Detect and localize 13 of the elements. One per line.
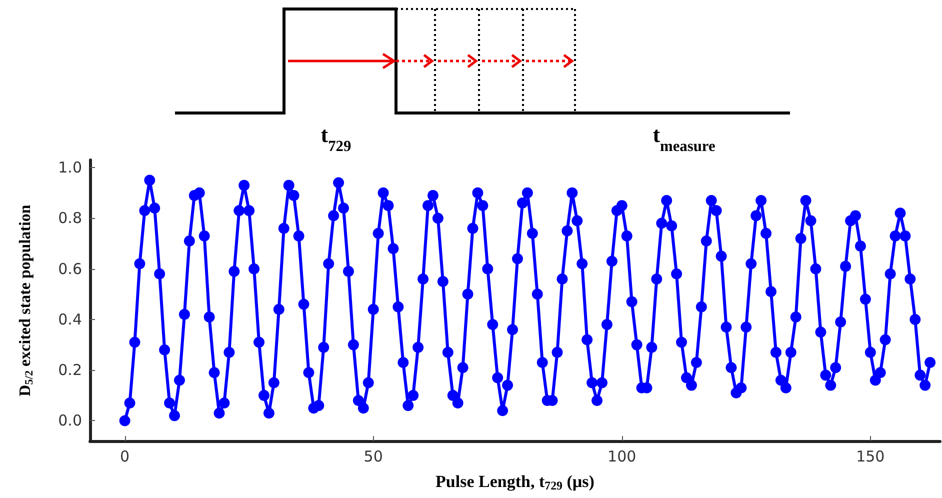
x-tick-label: 0	[120, 448, 130, 466]
y-tick-label: 0.8	[58, 209, 82, 228]
x-tick-label: 150	[856, 448, 885, 466]
y-tick-label: 0.0	[58, 412, 82, 430]
x-tick-label: 50	[364, 448, 383, 466]
y-tick-label: 0.6	[58, 260, 82, 278]
y-axis-title: D5/2 excited state population	[17, 204, 36, 396]
x-tick-label: 100	[608, 448, 636, 466]
text: t$_{729}$	[320, 122, 352, 154]
y-tick-label: 0.4	[58, 310, 82, 328]
text: t$_{measure}$	[652, 122, 716, 154]
y-tick-label: 1.0	[58, 158, 82, 177]
y-tick-label: 0.2	[58, 361, 82, 380]
